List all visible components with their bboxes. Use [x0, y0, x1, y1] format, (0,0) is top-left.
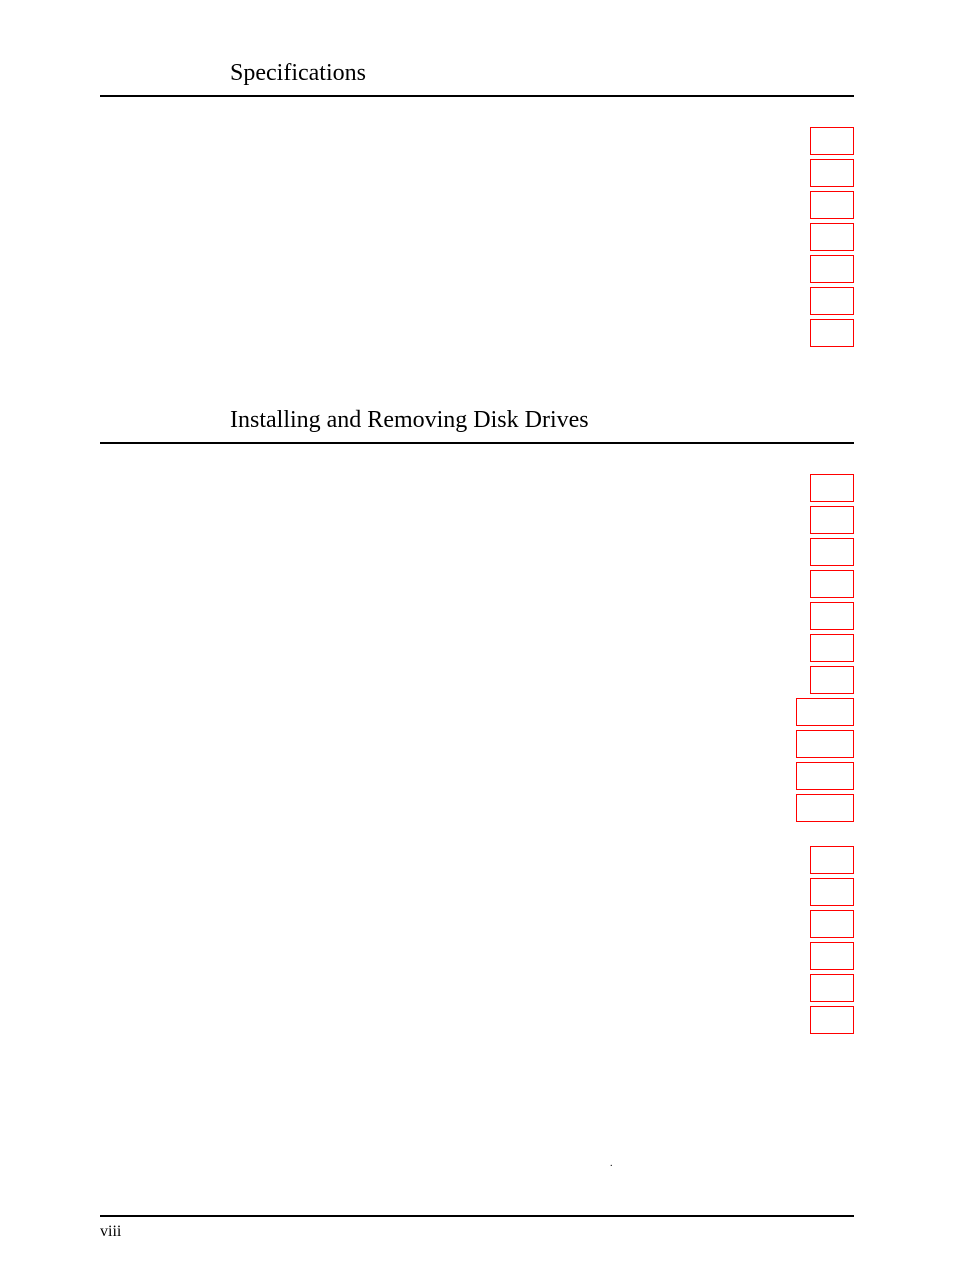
toc-item [100, 974, 854, 1002]
toc-item [100, 846, 854, 874]
toc-item [100, 942, 854, 970]
toc-list-spec [100, 127, 854, 347]
toc-page-link[interactable] [810, 159, 854, 187]
heading-specifications: Specifications [100, 60, 854, 97]
toc-page-link[interactable] [810, 570, 854, 598]
toc-page-link[interactable] [810, 474, 854, 502]
toc-item [100, 319, 854, 347]
toc-page-link[interactable] [810, 942, 854, 970]
toc-page-link[interactable] [810, 127, 854, 155]
toc-page-link[interactable] [810, 287, 854, 315]
toc-item [100, 223, 854, 251]
toc-page-link[interactable] [810, 974, 854, 1002]
toc-item [100, 287, 854, 315]
section-installing-removing-disk-drives: Installing and Removing Disk Drives [100, 407, 854, 1034]
page-container: Specifications [0, 0, 954, 1281]
toc-item [100, 127, 854, 155]
toc-page-link[interactable] [796, 730, 854, 758]
toc-item [100, 1006, 854, 1034]
toc-item [100, 762, 854, 790]
section-specifications: Specifications [100, 60, 854, 347]
toc-page-link[interactable] [810, 666, 854, 694]
toc-page-link[interactable] [810, 846, 854, 874]
toc-item [100, 910, 854, 938]
toc-item [100, 191, 854, 219]
toc-page-link[interactable] [810, 223, 854, 251]
toc-page-link[interactable] [810, 634, 854, 662]
toc-page-link[interactable] [810, 878, 854, 906]
toc-item [100, 506, 854, 534]
toc-page-link[interactable] [810, 319, 854, 347]
toc-page-link[interactable] [810, 191, 854, 219]
toc-page-link[interactable] [810, 538, 854, 566]
toc-page-link[interactable] [810, 506, 854, 534]
toc-page-link[interactable] [796, 762, 854, 790]
toc-page-link[interactable] [810, 1006, 854, 1034]
toc-item [100, 666, 854, 694]
toc-page-link[interactable] [796, 698, 854, 726]
page-number-text: viii [100, 1223, 121, 1240]
toc-page-link[interactable] [810, 255, 854, 283]
stray-period: . [610, 1158, 613, 1169]
toc-list-drives-2 [100, 846, 854, 1034]
toc-page-link[interactable] [810, 602, 854, 630]
toc-item [100, 570, 854, 598]
toc-item [100, 159, 854, 187]
toc-item [100, 474, 854, 502]
toc-item [100, 730, 854, 758]
toc-item [100, 794, 854, 822]
toc-item [100, 878, 854, 906]
toc-page-link[interactable] [810, 910, 854, 938]
toc-page-link[interactable] [796, 794, 854, 822]
page-number: viii [100, 1215, 854, 1241]
toc-item [100, 255, 854, 283]
heading-installing-removing: Installing and Removing Disk Drives [100, 407, 854, 444]
toc-item [100, 538, 854, 566]
toc-item [100, 602, 854, 630]
toc-list-drives-1 [100, 474, 854, 822]
toc-item [100, 634, 854, 662]
toc-item [100, 698, 854, 726]
